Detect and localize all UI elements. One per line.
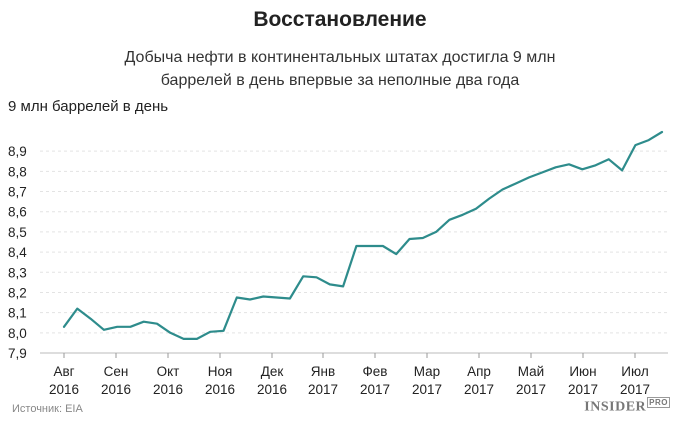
y-tick-label: 8,6	[8, 205, 27, 220]
y-tick-label: 8,8	[8, 164, 27, 179]
y-tick-label: 8,1	[8, 306, 27, 321]
y-tick-label: 8,2	[8, 285, 27, 300]
series-group	[62, 130, 664, 340]
y-tick-label: 8,7	[8, 185, 27, 200]
x-tick-month-label: Дек	[261, 364, 284, 379]
insider-pro-logo: INSIDER PRO	[584, 397, 670, 416]
x-tick-year-label: 2017	[464, 382, 494, 397]
x-tick-month-label: Авг	[53, 364, 74, 379]
logo-text: INSIDER	[584, 399, 647, 415]
x-tick-year-label: 2017	[568, 382, 598, 397]
x-tick-year-label: 2016	[205, 382, 235, 397]
series-line	[62, 130, 664, 340]
x-tick-month-label: Мар	[414, 364, 440, 379]
x-tick-month-label: Сен	[104, 364, 129, 379]
x-tick-month-label: Май	[518, 364, 544, 379]
y-tick-label: 8,5	[8, 225, 27, 240]
x-tick-month-label: Фев	[363, 364, 388, 379]
x-tick-month-label: Июн	[569, 364, 596, 379]
x-tick-year-label: 2017	[516, 382, 546, 397]
x-tick-month-label: Янв	[311, 364, 335, 379]
x-tick-month-label: Июл	[621, 364, 648, 379]
grid-lines	[40, 150, 668, 354]
source-note: Источник: EIA	[12, 403, 83, 415]
x-tick-year-label: 2017	[620, 382, 650, 397]
x-tick-month-label: Ноя	[208, 364, 233, 379]
y-tick-label: 8,0	[8, 326, 27, 341]
x-tick-year-label: 2016	[153, 382, 183, 397]
chart-subtitle: Добыча нефти в континентальных штатах до…	[40, 46, 640, 92]
y-tick-label: 8,4	[8, 245, 27, 260]
chart-subtitle-line-1: Добыча нефти в континентальных штатах до…	[124, 49, 556, 66]
x-tick-year-label: 2017	[412, 382, 442, 397]
x-axis-ticks: Авг 2016 Сен 2016 Окт 2016 Ноя 2016 Дек 2016 Янв 20…	[49, 353, 650, 397]
y-axis-label: 9 млн баррелей в день	[8, 98, 169, 115]
x-tick-year-label: 2016	[101, 382, 131, 397]
y-axis-ticks: 7,9 8,0 8,1 8,2 8,3 8,4 8,5 8,6 8,7 8,8 8,9	[8, 144, 27, 361]
y-tick-label: 8,9	[8, 144, 27, 159]
y-tick-label: 8,3	[8, 265, 27, 280]
x-tick-year-label: 2016	[257, 382, 287, 397]
x-tick-month-label: Окт	[157, 364, 180, 379]
x-tick-year-label: 2017	[360, 382, 390, 397]
x-tick-year-label: 2017	[308, 382, 338, 397]
chart-subtitle-line-2: баррелей в день впервые за неполные два …	[160, 72, 520, 89]
chart-title: Восстановление	[253, 8, 427, 31]
x-tick-month-label: Апр	[467, 364, 491, 379]
x-tick-year-label: 2016	[49, 382, 79, 397]
logo-suffix: PRO	[647, 397, 670, 408]
y-tick-label: 7,9	[8, 346, 27, 361]
